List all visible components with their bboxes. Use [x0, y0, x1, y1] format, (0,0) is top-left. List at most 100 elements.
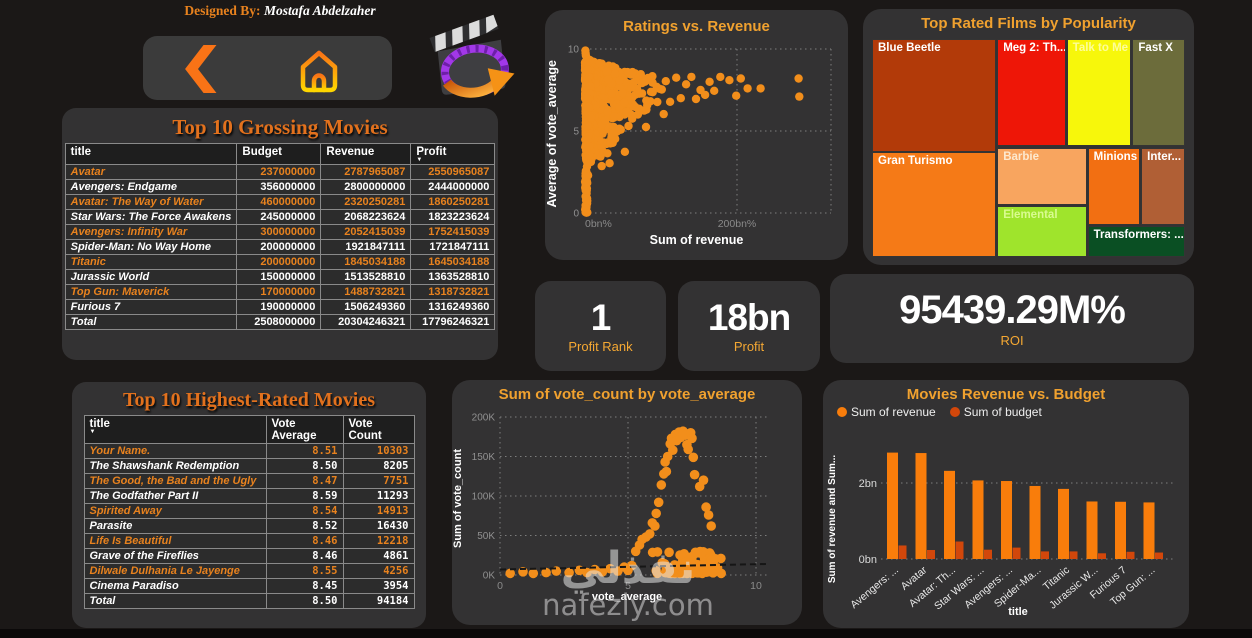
column-header-revenue[interactable]: Revenue — [320, 143, 412, 165]
bar-group-spider-ma-[interactable] — [1029, 485, 1050, 559]
bar-group-top-gun-[interactable] — [1143, 502, 1164, 559]
table-row[interactable]: Life Is Beautiful 8.46 12218 — [83, 533, 415, 549]
bar-group-jurassic-w-[interactable] — [1086, 501, 1107, 559]
bar-group-titanic[interactable] — [1058, 488, 1078, 559]
bar-group-avatar-th-[interactable] — [944, 470, 964, 559]
value-cell: 1363528810 — [410, 269, 496, 285]
total-row: Total 8.50 94184 — [83, 593, 415, 609]
rated-table-title: Top 10 Highest-Rated Movies — [122, 389, 376, 411]
table-row[interactable]: Avengers: Endgame 356000000 2800000000 2444… — [64, 179, 496, 195]
treemap-cell-fast-x[interactable]: Fast X — [1132, 39, 1185, 147]
table-row[interactable]: Spider-Man: No Way Home 200000000 19218471… — [64, 239, 496, 255]
home-button[interactable] — [295, 46, 343, 94]
back-button[interactable] — [177, 45, 219, 93]
value-cell: 1318732821 — [410, 284, 496, 300]
column-header-title[interactable]: title — [64, 143, 238, 165]
value-cell: 1721847111 — [410, 239, 496, 255]
ratings-vs-revenue-plot[interactable]: 0 5 10 0bn% 200bn% — [563, 35, 841, 233]
table-row[interactable]: Titanic 200000000 1845034188 1645034188 — [64, 254, 496, 270]
vote-count-plot[interactable]: 0K 50K 100K 150K 200K 0 5 10 — [468, 403, 780, 595]
table-row[interactable]: Your Name. 8.51 10303 — [83, 443, 415, 459]
bar-group-avengers-[interactable] — [887, 452, 907, 559]
treemap-cell-minions[interactable]: Minions — [1087, 147, 1141, 226]
table-row[interactable]: The Shawshank Redemption 8.50 8205 — [83, 458, 415, 474]
highest-rated-movies-card: Top 10 Highest-Rated Movies title ▼ Vote A… — [72, 382, 426, 628]
revenue-vs-budget-plot[interactable]: 2bn 0bn Sum of revenue and Sum... Avengers:… — [823, 419, 1181, 619]
value-cell: 1506249360 — [320, 299, 412, 315]
treemap-cell-barbie[interactable]: Barbie — [997, 147, 1087, 205]
value-cell: 4861 — [342, 548, 415, 564]
bar-group-avatar[interactable] — [915, 453, 936, 559]
treemap-cell-meg-2-th-[interactable]: Meg 2: Th... — [997, 39, 1066, 147]
value-cell: 1823223624 — [410, 209, 496, 225]
budget-legend-dot-icon — [949, 407, 960, 417]
table-row[interactable]: Jurassic World 150000000 1513528810 1363528… — [64, 269, 496, 285]
movie-title-cell: Spirited Away — [83, 503, 267, 519]
column-header-title[interactable]: title ▼ — [83, 415, 267, 444]
svg-text:50K: 50K — [477, 531, 495, 542]
designed-by-caption: Designed By: Mostafa Abdelzaher — [150, 3, 410, 19]
value-cell: 245000000 — [236, 209, 322, 225]
bar-group-avengers-[interactable] — [1001, 481, 1021, 559]
value-cell: 8205 — [342, 458, 415, 474]
movie-title-cell: Cinema Paradiso — [83, 578, 267, 594]
treemap-plot: Blue Beetle Gran Turismo Meg 2: Th... Talk … — [872, 39, 1185, 257]
column-header-vote-average[interactable]: Vote Average — [265, 415, 344, 444]
movie-title-cell: Furious 7 — [64, 299, 238, 315]
column-header-vote-count[interactable]: Vote Count — [342, 415, 415, 444]
movie-title-cell: The Shawshank Redemption — [83, 458, 267, 474]
table-row[interactable]: Top Gun: Maverick 170000000 1488732821 1318… — [64, 284, 496, 300]
table-row[interactable]: Avatar: The Way of Water 460000000 2320250… — [64, 194, 496, 210]
treemap-title: Top Rated Films by Popularity — [921, 15, 1136, 32]
table-header-row: title ▼ Vote Average Vote Count — [83, 415, 415, 444]
value-cell: 10303 — [342, 443, 415, 459]
value-cell: 1488732821 — [320, 284, 412, 300]
bar-group-star-wars-[interactable] — [972, 480, 993, 559]
back-chevron-icon — [185, 45, 217, 93]
scatter1-x-axis-label: Sum of revenue — [649, 233, 744, 247]
sort-descending-icon: ▼ — [89, 429, 96, 435]
profit-value: 18bn — [707, 296, 791, 338]
total-cell: 20304246321 — [320, 314, 412, 330]
value-cell: 170000000 — [236, 284, 322, 300]
value-cell: 300000000 — [236, 224, 322, 240]
bar-group-furious-7[interactable] — [1115, 501, 1135, 559]
total-cell: 8.50 — [265, 593, 344, 609]
grossing-movies-card: Top 10 Grossing Movies title Budget Revenu… — [62, 108, 498, 360]
legend-item-revenue[interactable]: Sum of revenue — [837, 405, 936, 419]
treemap-cell-talk-to-me[interactable]: Talk to Me — [1066, 39, 1132, 147]
table-row[interactable]: Star Wars: The Force Awakens 245000000 206… — [64, 209, 496, 225]
svg-text:Sum of revenue and Sum...: Sum of revenue and Sum... — [827, 455, 838, 584]
table-row[interactable]: The Godfather Part II 8.59 11293 — [83, 488, 415, 504]
roi-label: ROI — [1000, 332, 1024, 348]
table-row[interactable]: The Good, the Bad and the Ugly 8.47 7751 — [83, 473, 415, 489]
table-row[interactable]: Avengers: Infinity War 300000000 205241503… — [64, 224, 496, 240]
treemap-cell-elemental[interactable]: Elemental — [997, 205, 1087, 257]
table-row[interactable]: Parasite 8.52 16430 — [83, 518, 415, 534]
column-header-budget[interactable]: Budget — [236, 143, 322, 165]
table-row[interactable]: Spirited Away 8.54 14913 — [83, 503, 415, 519]
value-cell: 8.51 — [265, 443, 344, 459]
value-cell: 8.52 — [265, 518, 344, 534]
table-row[interactable]: Grave of the Fireflies 8.46 4861 — [83, 548, 415, 564]
value-cell: 1860250281 — [410, 194, 496, 210]
svg-text:10: 10 — [568, 45, 580, 56]
table-row[interactable]: Cinema Paradiso 8.45 3954 — [83, 578, 415, 594]
treemap-cell-gran-turismo[interactable]: Gran Turismo — [872, 152, 997, 257]
scatter2-title: Sum of vote_count by vote_average — [498, 386, 756, 403]
roi-kpi-card: 95439.29M% ROI — [830, 274, 1194, 363]
legend-item-budget[interactable]: Sum of budget — [949, 405, 1042, 419]
treemap-cell-transformers-[interactable]: Transformers: ... — [1087, 226, 1185, 257]
column-header-profit[interactable]: Profit ▼ — [410, 143, 496, 165]
value-cell: 1645034188 — [410, 254, 496, 270]
treemap-cell-blue-beetle[interactable]: Blue Beetle — [872, 39, 997, 153]
table-row[interactable]: Furious 7 190000000 1506249360 1316249360 — [64, 299, 496, 315]
value-cell: 8.55 — [265, 563, 344, 579]
treemap-cell-inter-[interactable]: Inter... — [1141, 147, 1185, 226]
total-row: Total 2508000000 20304246321 17796246321 — [64, 314, 496, 330]
value-cell: 8.59 — [265, 488, 344, 504]
table-row[interactable]: Dilwale Dulhania Le Jayenge 8.55 4256 — [83, 563, 415, 579]
value-cell: 16430 — [342, 518, 415, 534]
table-row[interactable]: Avatar 237000000 2787965087 2550965087 — [64, 164, 496, 180]
